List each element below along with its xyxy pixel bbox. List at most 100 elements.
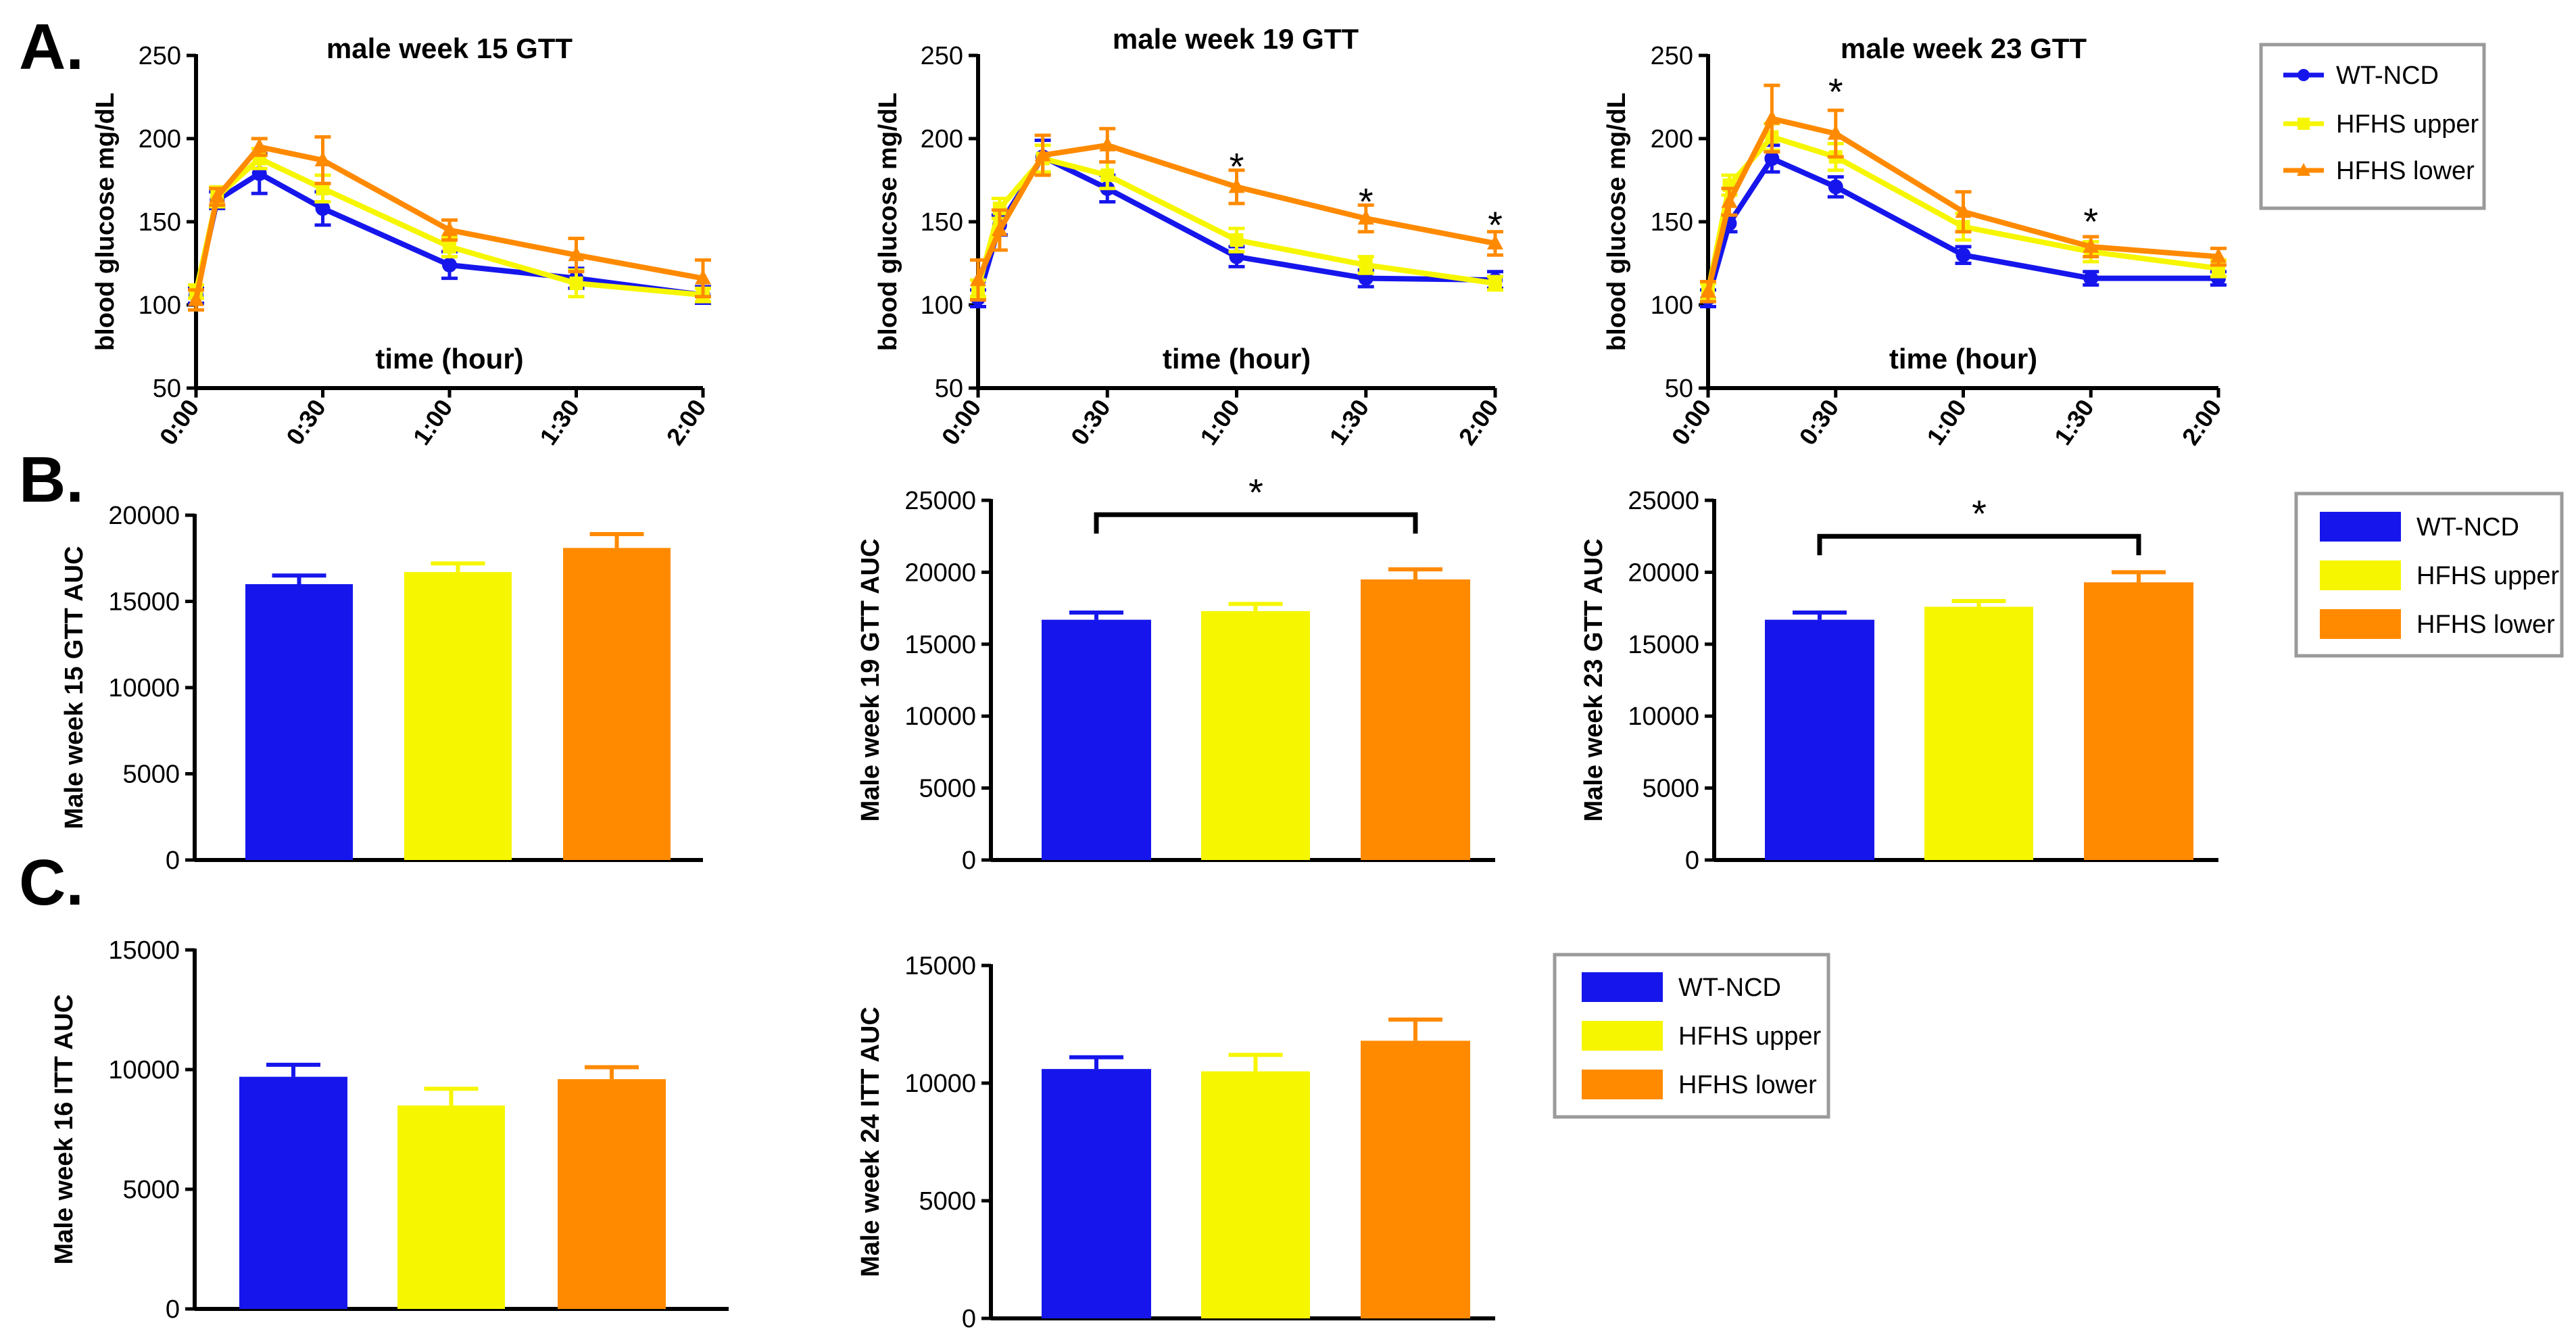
bar xyxy=(404,572,512,860)
y-tick-label: 250 xyxy=(1651,42,1693,70)
y-tick-label: 10000 xyxy=(108,674,180,702)
legend-bar-label: HFHS upper xyxy=(1678,1022,1822,1051)
bar xyxy=(563,548,671,860)
y-tick-label: 150 xyxy=(139,208,181,237)
chart-0: 50 100 150 200 250 blood glucose mg/dL male we… xyxy=(91,32,712,450)
y-tick-label: 100 xyxy=(139,291,181,320)
series-hfhs-lower xyxy=(188,135,711,312)
legend-line-marker-triangle xyxy=(2297,163,2310,176)
charts: 50 100 150 200 250 blood glucose mg/dL male we… xyxy=(50,23,2227,1333)
data-point xyxy=(314,151,331,166)
y-tick-label: 0 xyxy=(1685,846,1699,875)
y-axis-label: Male week 19 GTT AUC xyxy=(856,539,885,822)
data-point xyxy=(1230,233,1244,247)
bar xyxy=(1201,1071,1310,1318)
x-tick-label: 1:00 xyxy=(408,394,458,450)
x-tick-label: 2:00 xyxy=(661,394,712,450)
chart-4: 0 5000 10000 15000 20000 25000 Male week 19 GT… xyxy=(856,471,1495,875)
data-point xyxy=(1955,247,1971,263)
legend-bar-label: HFHS lower xyxy=(1678,1071,1817,1099)
x-axis-label: time (hour) xyxy=(375,343,523,375)
legend-line: WT-NCD HFHS upper HFHS lower xyxy=(2259,43,2486,210)
chart-1: 50 100 150 200 250 blood glucose mg/dL male we… xyxy=(874,23,1504,450)
data-point xyxy=(441,221,458,237)
chart-6: 0 5000 10000 15000 Male week 16 ITT AUC xyxy=(50,936,729,1324)
data-point xyxy=(2210,247,2227,263)
y-axis-label: Male week 16 ITT AUC xyxy=(50,995,78,1265)
x-axis-label: time (hour) xyxy=(1163,343,1311,375)
x-tick-label: 0:30 xyxy=(1793,394,1844,450)
data-point xyxy=(1721,193,1738,208)
x-tick-label: 2:00 xyxy=(2177,394,2227,450)
y-axis-label: Male week 23 GTT AUC xyxy=(1580,539,1608,822)
y-axis-label: Male week 15 GTT AUC xyxy=(60,546,89,830)
significance-star: * xyxy=(1972,492,1987,535)
x-tick-label: 1:00 xyxy=(1194,394,1245,450)
data-point xyxy=(1359,258,1373,272)
legend-line-label: HFHS upper xyxy=(2336,110,2479,139)
y-tick-label: 5000 xyxy=(1642,775,1699,803)
y-tick-label: 25000 xyxy=(1628,487,1699,515)
significance-star: * xyxy=(1359,180,1374,222)
panel-label-a: A. xyxy=(19,11,84,83)
legend-line-label: WT-NCD xyxy=(2336,62,2439,90)
data-point xyxy=(1700,283,1716,298)
bar xyxy=(239,1076,347,1309)
y-tick-label: 5000 xyxy=(919,775,976,803)
data-point xyxy=(991,221,1008,237)
y-tick-label: 15000 xyxy=(904,952,976,980)
y-tick-label: 0 xyxy=(166,1295,180,1324)
y-tick-label: 0 xyxy=(962,1305,976,1333)
data-point xyxy=(315,201,331,216)
series-hfhs-lower xyxy=(1700,83,2227,304)
bar xyxy=(558,1079,666,1309)
bar xyxy=(245,584,353,860)
x-tick-label: 0:30 xyxy=(1065,394,1116,450)
y-tick-label: 0 xyxy=(962,846,976,875)
y-tick-label: 50 xyxy=(935,375,963,403)
data-point xyxy=(1827,124,1844,140)
data-point xyxy=(251,138,268,153)
legend-bar-swatch-wt xyxy=(1582,972,1663,1002)
y-tick-label: 15000 xyxy=(108,588,180,617)
bar xyxy=(1361,1041,1470,1318)
bar xyxy=(1765,619,1874,860)
y-tick-label: 20000 xyxy=(904,558,976,587)
bar xyxy=(1042,1069,1151,1318)
significance-star: * xyxy=(1230,145,1244,188)
chart-title: male week 19 GTT xyxy=(1113,23,1359,55)
significance-star: * xyxy=(1488,204,1503,246)
data-point xyxy=(1955,203,1972,218)
data-point xyxy=(209,188,226,204)
y-tick-label: 200 xyxy=(139,125,181,153)
y-tick-label: 10000 xyxy=(1628,702,1699,731)
panel-label-b: B. xyxy=(19,444,84,516)
y-tick-label: 10000 xyxy=(904,1070,976,1098)
x-tick-label: 1:00 xyxy=(1921,394,1972,450)
data-point xyxy=(970,271,986,287)
data-point xyxy=(2083,270,2099,286)
significance-bracket xyxy=(1094,512,1418,534)
legend-line-marker-square xyxy=(2298,118,2310,130)
y-tick-label: 250 xyxy=(139,42,181,70)
significance-star: * xyxy=(1248,471,1263,513)
y-tick-label: 50 xyxy=(153,375,181,403)
y-tick-label: 200 xyxy=(1651,125,1693,153)
y-tick-label: 0 xyxy=(166,846,180,875)
x-tick-label: 0:30 xyxy=(281,394,331,450)
data-point xyxy=(1034,146,1051,162)
y-axis-label: blood glucose mg/dL xyxy=(1603,93,1631,351)
chart-3: 0 5000 10000 15000 20000 Male week 15 GTT AUC xyxy=(60,502,703,875)
y-tick-label: 5000 xyxy=(919,1187,976,1216)
significance-star: * xyxy=(2083,200,2098,243)
legend-bar-label: WT-NCD xyxy=(2416,513,2519,542)
bar xyxy=(1201,611,1310,860)
data-point xyxy=(443,239,456,254)
y-tick-label: 20000 xyxy=(1628,558,1699,587)
significance-bracket xyxy=(1817,533,2141,556)
y-tick-label: 250 xyxy=(921,42,963,70)
y-tick-label: 15000 xyxy=(1628,631,1699,659)
data-point xyxy=(442,257,457,272)
data-point xyxy=(188,291,204,306)
